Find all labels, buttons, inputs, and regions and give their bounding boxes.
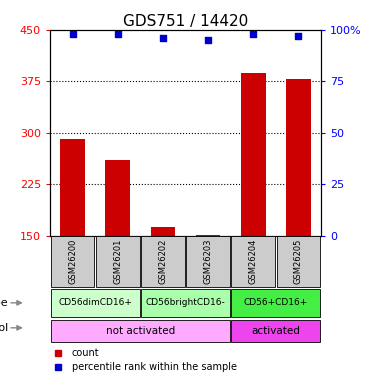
Point [295,33,301,39]
Bar [277,236,320,287]
Bar [141,236,185,287]
Bar [241,73,266,236]
Point [160,35,166,41]
Title: GDS751 / 14420: GDS751 / 14420 [123,14,248,29]
Bar [232,320,320,342]
Text: GSM26201: GSM26201 [113,239,122,284]
Text: activated: activated [251,326,300,336]
Text: GSM26203: GSM26203 [204,239,213,284]
Bar [51,289,139,317]
Bar [51,320,230,342]
Bar [141,289,230,317]
Text: GSM26200: GSM26200 [68,239,77,284]
Bar [51,236,94,287]
Text: CD56dimCD16+: CD56dimCD16+ [58,298,132,307]
Point [205,37,211,43]
Bar [105,160,130,236]
Text: not activated: not activated [106,326,175,336]
Point [250,31,256,37]
Text: GSM26205: GSM26205 [294,239,303,284]
Bar [232,236,275,287]
Text: CD56brightCD16-: CD56brightCD16- [146,298,225,307]
Text: cell type: cell type [0,298,8,308]
Bar [151,227,175,236]
Text: GSM26202: GSM26202 [158,239,167,284]
Bar [60,139,85,236]
Text: CD56+CD16+: CD56+CD16+ [244,298,308,307]
Point [70,31,76,37]
Bar [186,236,230,287]
Bar [96,236,139,287]
Text: protocol: protocol [0,323,8,333]
Bar [196,234,220,236]
Text: GSM26204: GSM26204 [249,239,258,284]
Bar [232,289,320,317]
Text: count: count [72,348,99,358]
Point [115,31,121,37]
Bar [286,80,311,236]
Text: percentile rank within the sample: percentile rank within the sample [72,362,237,372]
